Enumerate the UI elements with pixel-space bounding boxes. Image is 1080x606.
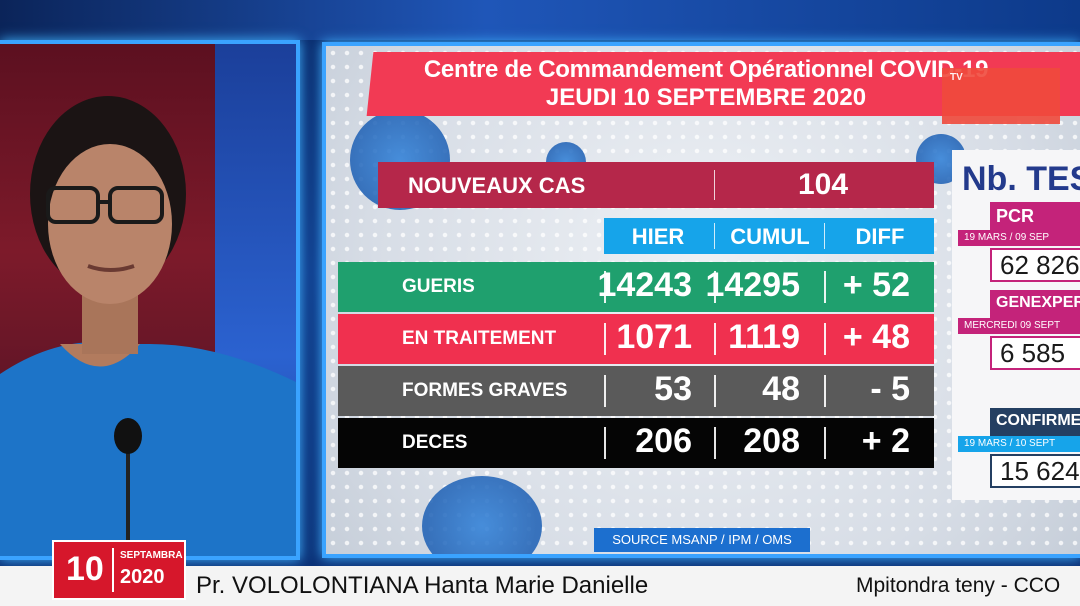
speaker-role: Mpitondra teny - CCO (856, 574, 1061, 597)
confirmes-value: 15 624 (990, 454, 1080, 488)
column-header-bar: HIER CUMUL DIFF (604, 218, 934, 254)
tests-panel: Nb. TES PCR 19 MARS / 09 SEP 62 826 GENE… (952, 150, 1080, 500)
column-header-cumul: CUMUL (730, 224, 810, 249)
new-cases-label: NOUVEAUX CAS (408, 173, 586, 198)
speaker-figure (0, 96, 296, 556)
column-header-hier: HIER (631, 224, 685, 249)
row-cumul: 48 (762, 370, 800, 408)
row-label: DECES (402, 432, 468, 453)
row-background (338, 314, 934, 364)
stats-row-en-traitement: EN TRAITEMENT 1071 1119 + 48 (338, 314, 934, 364)
channel-logo: TV (942, 68, 1060, 124)
confirmes-label: CONFIRME (990, 408, 1080, 438)
divider (604, 323, 606, 355)
speaker-name: Pr. VOLOLONTIANA Hanta Marie Danielle (196, 572, 649, 599)
pcr-value: 62 826 (990, 248, 1080, 282)
confirmes-date: 19 MARS / 10 SEPT (958, 436, 1080, 452)
top-banner (0, 0, 1080, 40)
speaker-video-frame (0, 40, 300, 560)
covid-stats-panel: Centre de Commandement Opérationnel COVI… (322, 42, 1080, 558)
date-badge: 10 SEPTAMBRA 2020 (52, 540, 186, 600)
divider (714, 323, 716, 355)
divider (824, 323, 826, 355)
genexpert-date: MERCREDI 09 SEPT (958, 318, 1080, 334)
row-label: FORMES GRAVES (402, 380, 568, 401)
divider (112, 548, 114, 592)
row-background (338, 262, 934, 312)
divider (714, 170, 715, 200)
divider (824, 271, 826, 303)
row-diff: - 5 (870, 370, 910, 408)
date-day: 10 (66, 550, 104, 588)
divider (714, 223, 715, 249)
divider (714, 271, 716, 303)
virus-icon (422, 476, 542, 554)
row-hier: 1071 (616, 318, 692, 356)
row-cumul: 14295 (705, 266, 800, 304)
stats-row-formes-graves: FORMES GRAVES 53 48 - 5 (338, 366, 934, 416)
stats-row-gueris: GUERIS 14243 14295 + 52 (338, 262, 934, 312)
divider (824, 223, 825, 249)
divider (714, 427, 716, 459)
panel-date: JEUDI 10 SEPTEMBRE 2020 (545, 84, 867, 111)
date-year: 2020 (120, 566, 165, 588)
divider (604, 375, 606, 407)
genexpert-value: 6 585 (990, 336, 1080, 370)
new-cases-value: 104 (798, 168, 849, 201)
divider (824, 427, 826, 459)
row-hier: 53 (654, 370, 692, 408)
column-header-diff: DIFF (855, 224, 905, 249)
source-label: SOURCE MSANP / IPM / OMS (594, 528, 810, 552)
row-label: EN TRAITEMENT (402, 328, 557, 349)
row-cumul: 208 (743, 422, 800, 460)
panel-title: Centre de Commandement Opérationnel COVI… (423, 56, 989, 83)
row-diff: + 2 (861, 422, 910, 460)
date-month: SEPTAMBRA (120, 550, 183, 561)
divider (604, 271, 606, 303)
channel-logo-text: TV (950, 72, 963, 83)
divider (714, 375, 716, 407)
row-background (338, 418, 934, 468)
pcr-label: PCR (990, 202, 1080, 232)
new-cases-bar: NOUVEAUX CAS 104 (378, 162, 934, 208)
row-label: GUERIS (402, 276, 475, 297)
row-hier: 14243 (597, 266, 692, 304)
genexpert-label: GENEXPER (990, 290, 1080, 320)
stats-row-deces: DECES 206 208 + 2 (338, 418, 934, 468)
row-hier: 206 (635, 422, 692, 460)
pcr-date: 19 MARS / 09 SEP (958, 230, 1080, 246)
row-diff: + 48 (842, 318, 910, 356)
row-cumul: 1119 (728, 318, 800, 356)
tests-title: Nb. TES (962, 160, 1080, 198)
row-diff: + 52 (842, 266, 910, 304)
divider (604, 427, 606, 459)
row-background (338, 366, 934, 416)
divider (824, 375, 826, 407)
